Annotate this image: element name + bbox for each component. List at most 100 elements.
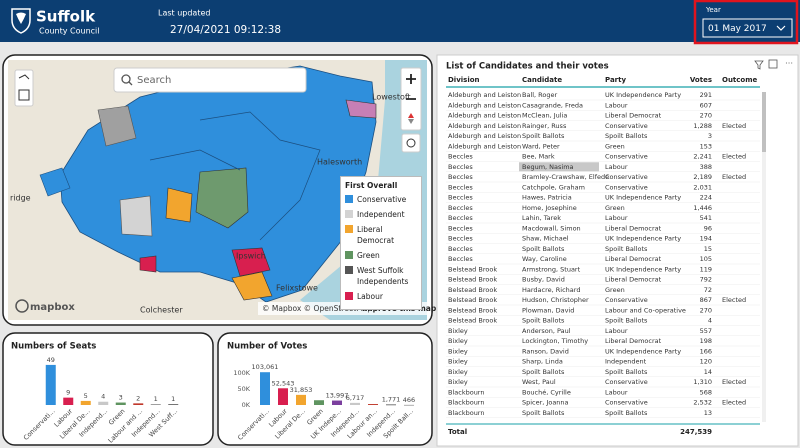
bar — [98, 401, 109, 405]
compass[interactable] — [408, 119, 414, 124]
filter-icon[interactable] — [754, 60, 764, 70]
data-label: 466 — [403, 396, 415, 404]
map[interactable]: Search — [8, 60, 427, 320]
table-cell: 2,241 — [693, 153, 712, 161]
table-cell: Shaw, Michael — [522, 235, 569, 243]
data-label: 31,853 — [290, 386, 313, 394]
table-cell: Elected — [722, 153, 746, 161]
bar — [350, 402, 360, 405]
place-label: Colchester — [140, 306, 183, 315]
table-cell: Labour — [605, 214, 628, 222]
place-label: ridge — [10, 194, 31, 203]
table-cell: Bouché, Cyrille — [522, 388, 571, 396]
table-cell: Elected — [722, 399, 746, 407]
table-cell: 13 — [704, 409, 712, 417]
table-cell: UK Independence Party — [605, 91, 681, 99]
locate-icon[interactable] — [406, 138, 416, 148]
table-cell: Busby, David — [522, 276, 565, 284]
table-cell: Liberal Democrat — [605, 276, 662, 284]
legend-swatch — [345, 210, 353, 218]
table-cell: Spoilt Ballots — [522, 245, 565, 253]
bar — [115, 402, 126, 405]
legend-label: Liberal Democrat — [357, 225, 395, 245]
select-tool[interactable] — [18, 89, 30, 101]
more-options[interactable]: ⋯ — [785, 59, 793, 68]
dropdown-chevron[interactable] — [776, 25, 786, 31]
table-cell: 388 — [700, 163, 712, 171]
table-cell: 72 — [704, 286, 712, 294]
map-region — [345, 99, 377, 119]
y-tick-label: 0K — [242, 401, 251, 409]
table-cell: Aldeburgh and Leiston — [448, 142, 521, 150]
map-search[interactable] — [113, 67, 307, 93]
table-cell: Bixley — [448, 368, 468, 376]
table-cell: Beccles — [448, 194, 473, 202]
table-cell: UK Independence Party — [605, 194, 681, 202]
table-cell: 14 — [704, 368, 712, 376]
table-cell: Beccles — [448, 163, 473, 171]
logo-title: Suffolk — [36, 8, 96, 26]
place-labels: Lowestoft Halesworth Ipswich Felixstowe Colc… — [10, 93, 411, 315]
search-icon — [121, 74, 131, 84]
table-cell: Bixley — [448, 337, 468, 345]
data-label: 2 — [136, 394, 140, 402]
table-cell: Labour — [605, 327, 628, 335]
year-dropdown[interactable] — [702, 18, 793, 38]
legend-label: Green — [357, 251, 380, 260]
table-cell: 1,288 — [693, 122, 712, 130]
search-placeholder[interactable]: Search — [137, 75, 171, 86]
map-region-libdem — [165, 187, 193, 223]
table-cell: Aldeburgh and Leiston — [448, 122, 521, 130]
table-cell: Conservative — [605, 153, 648, 161]
scrollbar-thumb[interactable] — [762, 92, 766, 152]
compass[interactable] — [408, 113, 414, 118]
legend-label: Conservative — [357, 195, 407, 204]
column-header: Party — [605, 76, 626, 84]
table-cell: Belstead Brook — [448, 265, 497, 273]
table-cell: Bee, Mark — [522, 153, 555, 161]
table-cell: Beccles — [448, 214, 473, 222]
table-cell: Spoilt Ballots — [605, 245, 648, 253]
selected-cell — [519, 162, 599, 172]
place-label: Felixstowe — [276, 284, 318, 293]
bar — [133, 403, 144, 405]
legend-item: Conservative — [345, 194, 417, 205]
table-cell: Begum, Nasima — [522, 163, 574, 171]
table-cell: Labour — [605, 101, 628, 109]
table-cell: Bixley — [448, 378, 468, 386]
map-region-labour — [139, 255, 157, 273]
table-cell: Lockington, Timothy — [522, 337, 588, 345]
year-value[interactable]: 01 May 2017 — [708, 24, 767, 34]
zoom-icons[interactable] — [406, 74, 416, 100]
locate-button[interactable] — [401, 133, 421, 153]
attribution: © Mapbox © OpenStreetMap — [262, 304, 372, 313]
header-bar — [0, 0, 800, 42]
table-cell: Hawes, Patricia — [522, 194, 572, 202]
table-cell: 2,532 — [693, 399, 712, 407]
table-cell: Way, Caroline — [522, 255, 567, 263]
lasso-tool[interactable] — [18, 74, 30, 80]
table-cell: 270 — [700, 306, 712, 314]
table-cell: Bramley-Crawshaw, Elfede — [522, 173, 609, 181]
table-cell: 105 — [700, 255, 712, 263]
focus-icon[interactable] — [768, 59, 778, 69]
legend-swatch — [345, 195, 353, 203]
data-label: 49 — [47, 356, 55, 364]
bar — [386, 404, 396, 406]
y-tick-label: 50K — [237, 385, 250, 393]
table-cell: Beccles — [448, 255, 473, 263]
logo-mark — [16, 12, 26, 24]
scrollbar-track[interactable] — [762, 92, 766, 422]
legend-item: Liberal Democrat — [345, 224, 417, 246]
table-cell: Elected — [722, 173, 746, 181]
bar — [260, 372, 270, 405]
seats-title: Numbers of Seats — [11, 342, 96, 352]
table-cell: Belstead Brook — [448, 317, 497, 325]
table-cell: Elected — [722, 296, 746, 304]
table-cell: Hudson, Christopher — [522, 296, 589, 304]
table-cell: Labour — [605, 388, 628, 396]
table-cell: Bixley — [448, 358, 468, 366]
map-region-libdem — [231, 271, 273, 301]
table-cell: Aldeburgh and Leiston — [448, 112, 521, 120]
table-cell: McClean, Julia — [522, 112, 567, 120]
